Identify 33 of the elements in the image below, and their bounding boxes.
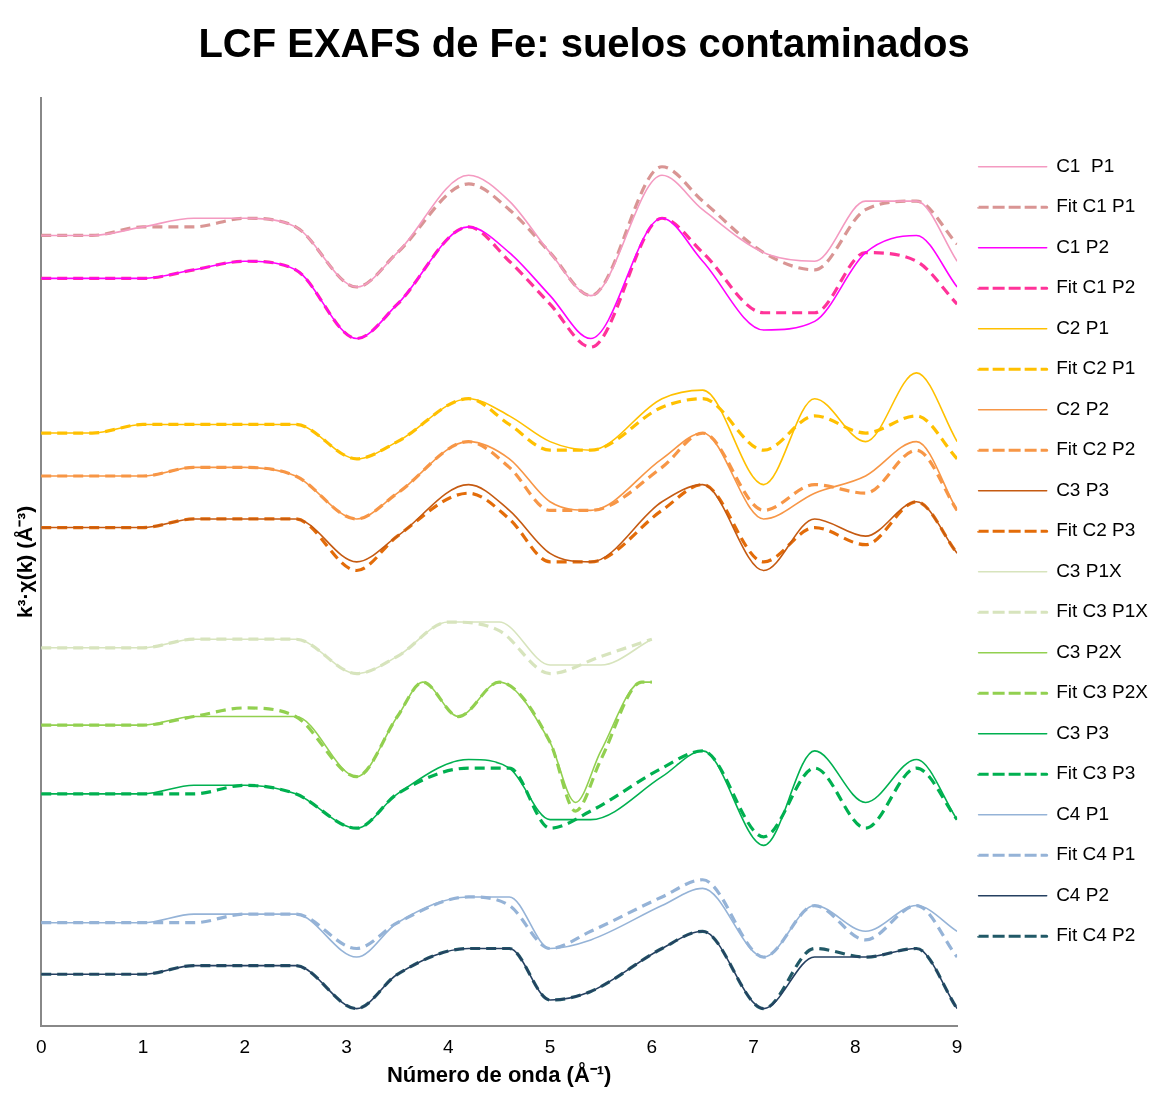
legend-label: C2 P1 (1056, 316, 1109, 338)
legend-label: C3 P3 (1056, 721, 1109, 743)
x-tick-label: 8 (850, 1036, 861, 1058)
legend-label: Fit C4 P1 (1056, 843, 1136, 865)
x-tick-label: 5 (544, 1036, 556, 1058)
legend-label: C3 P2X (1056, 640, 1122, 662)
legend-label: C4 P2 (1056, 883, 1109, 905)
x-tick-label: 9 (951, 1036, 963, 1058)
x-axis-title: Número de onda (Å⁻¹) (386, 1060, 612, 1087)
x-tick-label: 2 (239, 1036, 251, 1058)
x-tick-label: 7 (748, 1036, 759, 1058)
legend-label: Fit C2 P2 (1056, 438, 1136, 460)
legend-label: Fit C3 P1X (1056, 600, 1149, 622)
legend-label: C1 P1 (1056, 154, 1115, 176)
legend-label: C3 P1X (1056, 559, 1122, 581)
legend-label: Fit C2 P3 (1056, 519, 1136, 541)
legend-label: Fit C1 P2 (1056, 276, 1136, 298)
legend-label: Fit C3 P3 (1056, 762, 1136, 784)
legend-label: C4 P1 (1056, 802, 1109, 824)
legend-label: C3 P3 (1056, 478, 1109, 500)
chart-title: LCF EXAFS de Fe: suelos contaminados (198, 21, 970, 66)
x-tick-label: 4 (442, 1036, 454, 1058)
legend-label: C2 P2 (1056, 397, 1109, 419)
legend-label: Fit C2 P1 (1056, 357, 1136, 379)
y-axis-title: k³·χ(k) (Å⁻³) (13, 505, 37, 619)
legend-label: C1 P2 (1056, 235, 1109, 257)
legend-label: Fit C4 P2 (1056, 924, 1136, 946)
legend-label: Fit C3 P2X (1056, 681, 1149, 703)
x-tick-label: 0 (35, 1036, 47, 1058)
x-tick-label: 3 (341, 1036, 352, 1058)
x-tick-label: 6 (646, 1036, 658, 1058)
legend-label: Fit C1 P1 (1056, 195, 1136, 217)
x-tick-label: 1 (137, 1036, 149, 1058)
